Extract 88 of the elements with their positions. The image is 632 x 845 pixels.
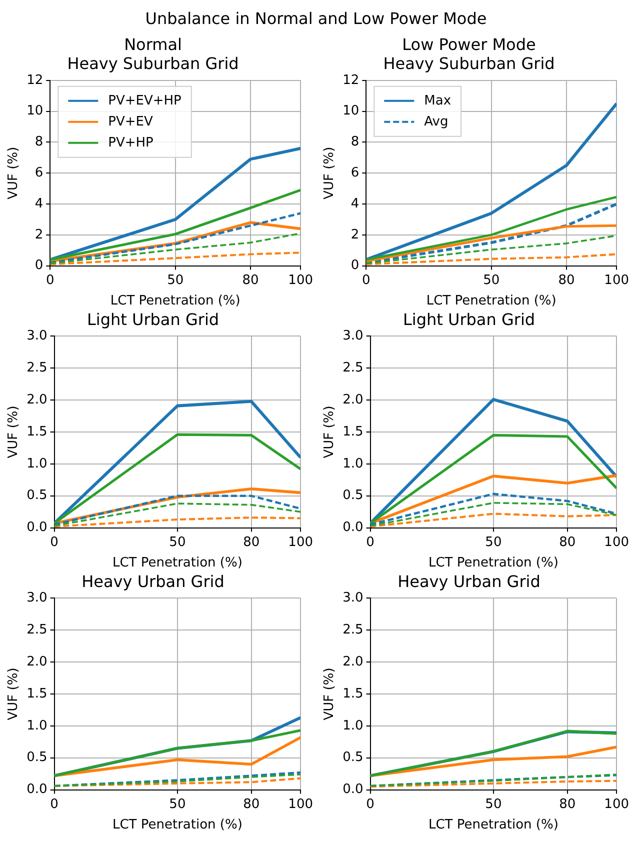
y-axis-title: VUF (%)	[6, 146, 22, 200]
y-tick-label: 4	[350, 196, 360, 212]
y-tick-label: 3.0	[342, 328, 364, 344]
y-axis-title: VUF (%)	[322, 406, 338, 458]
x-axis-title: LCT Penetration (%)	[112, 818, 242, 833]
y-tick-label: 10	[342, 104, 360, 119]
y-tick-label: 2	[34, 227, 44, 242]
y-tick-label: 0.5	[26, 488, 48, 504]
legend-label: PV+EV+HP	[108, 93, 182, 108]
y-tick-label: 1.0	[26, 456, 48, 472]
y-tick-label: 8	[350, 134, 360, 150]
y-tick-label: 4	[34, 196, 44, 212]
chart-title: Light Urban Grid	[402, 310, 536, 329]
x-tick-label: 100	[604, 534, 630, 550]
y-tick-label: 1.0	[26, 718, 48, 734]
y-tick-label: 0.5	[342, 750, 364, 766]
x-tick-label: 50	[485, 534, 502, 550]
x-tick-label: 50	[483, 272, 500, 288]
y-tick-label: 0.0	[342, 782, 364, 798]
y-axis-title: VUF (%)	[6, 668, 22, 720]
y-tick-label: 1.0	[342, 718, 364, 734]
y-tick-label: 2.5	[26, 622, 48, 638]
y-tick-label: 0	[34, 258, 44, 274]
y-axis-title: VUF (%)	[6, 406, 22, 458]
y-tick-label: 6	[34, 165, 44, 180]
y-tick-label: 3.0	[26, 328, 48, 344]
y-tick-label: 0.0	[26, 782, 48, 798]
y-tick-label: 0.5	[342, 488, 364, 504]
y-tick-label: 2.0	[26, 392, 48, 408]
x-axis-title: LCT Penetration (%)	[110, 294, 240, 309]
x-axis-title: LCT Penetration (%)	[428, 818, 558, 833]
x-tick-label: 0	[50, 796, 58, 812]
x-tick-label: 0	[366, 534, 374, 550]
x-tick-label: 50	[169, 534, 186, 550]
chart-title: Light Urban Grid	[86, 310, 220, 329]
legend-label: Avg	[424, 114, 448, 130]
y-tick-label: 2.5	[342, 360, 364, 376]
x-tick-label: 100	[604, 796, 630, 812]
y-tick-label: 6	[350, 165, 360, 180]
text: Unbalance in Normal and Low Power Mode	[145, 8, 487, 28]
y-axis-title: VUF (%)	[322, 668, 338, 720]
x-tick-label: 50	[167, 272, 184, 288]
chart-title: Heavy Urban Grid	[82, 572, 224, 591]
y-tick-label: 12	[342, 72, 360, 88]
y-tick-label: 1.5	[342, 686, 364, 702]
x-tick-label: 100	[288, 796, 314, 812]
y-tick-label: 0	[350, 258, 360, 274]
y-tick-label: 1.5	[26, 686, 48, 702]
y-tick-label: 0.5	[26, 750, 48, 766]
chart-title: Heavy Urban Grid	[398, 572, 540, 591]
y-tick-label: 2	[350, 227, 360, 242]
legend-label: PV+EV	[108, 114, 153, 130]
y-tick-label: 3.0	[26, 590, 48, 606]
chart-title: Normal Heavy Suburban Grid	[67, 34, 239, 73]
x-tick-label: 80	[242, 272, 259, 288]
x-tick-label: 80	[243, 796, 260, 812]
legend-label: Max	[424, 93, 452, 108]
y-tick-label: 2.0	[26, 654, 48, 670]
x-axis-title: LCT Penetration (%)	[112, 556, 242, 571]
y-tick-label: 8	[34, 134, 44, 150]
y-tick-label: 1.5	[26, 424, 48, 440]
y-tick-label: 2.0	[342, 654, 364, 670]
x-tick-label: 50	[169, 796, 186, 812]
x-tick-label: 100	[288, 534, 314, 550]
x-axis-title: LCT Penetration (%)	[428, 556, 558, 571]
y-tick-label: 3.0	[342, 590, 364, 606]
y-tick-label: 2.5	[342, 622, 364, 638]
x-tick-label: 0	[50, 534, 58, 550]
x-axis-title: LCT Penetration (%)	[426, 294, 556, 309]
y-tick-label: 1.0	[342, 456, 364, 472]
x-tick-label: 80	[559, 796, 576, 812]
y-tick-label: 2.0	[342, 392, 364, 408]
y-tick-label: 2.5	[26, 360, 48, 376]
x-tick-label: 0	[366, 796, 374, 812]
x-tick-label: 50	[485, 796, 502, 812]
chart-title: Low Power Mode Heavy Suburban Grid	[383, 34, 555, 73]
x-tick-label: 80	[559, 534, 576, 550]
legend-label: PV+HP	[108, 135, 154, 150]
x-tick-label: 80	[558, 272, 575, 288]
x-tick-label: 80	[243, 534, 260, 550]
x-tick-label: 100	[288, 272, 314, 288]
y-tick-label: 0.0	[26, 520, 48, 536]
y-tick-label: 1.5	[342, 424, 364, 440]
y-tick-label: 12	[26, 72, 44, 88]
y-tick-label: 10	[26, 104, 44, 119]
x-tick-label: 100	[604, 272, 630, 288]
y-axis-title: VUF (%)	[322, 146, 338, 200]
y-tick-label: 0.0	[342, 520, 364, 536]
